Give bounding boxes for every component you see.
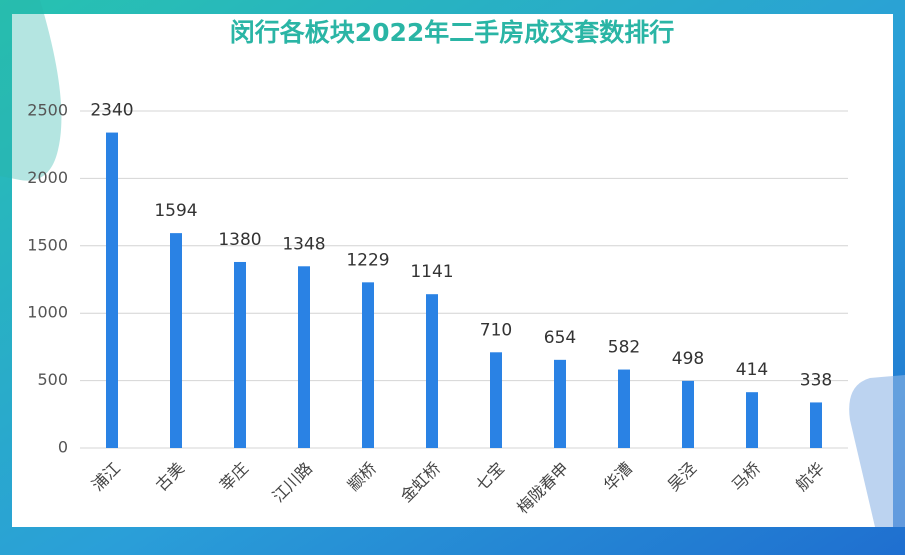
- y-tick-label: 2500: [27, 101, 68, 120]
- decoration: [0, 0, 62, 181]
- decoration: [849, 375, 905, 527]
- bar: [106, 132, 118, 448]
- bar: [554, 359, 566, 448]
- value-label: 1141: [410, 262, 453, 282]
- bar: [362, 282, 374, 448]
- value-label: 414: [736, 360, 768, 380]
- value-label: 2340: [90, 101, 133, 121]
- bar: [234, 261, 246, 448]
- value-label: 582: [608, 338, 640, 358]
- bar: [490, 352, 502, 448]
- value-label: 1594: [154, 201, 197, 221]
- value-label: 1229: [346, 250, 389, 270]
- value-label: 654: [544, 328, 576, 348]
- chart-title: 闵行各板块2022年二手房成交套数排行: [230, 18, 675, 47]
- bar: [682, 380, 694, 448]
- y-tick-label: 0: [58, 438, 68, 457]
- value-label: 1348: [282, 234, 325, 254]
- y-tick-label: 2000: [27, 168, 68, 187]
- value-label: 338: [800, 370, 832, 390]
- bar: [810, 402, 822, 448]
- value-label: 498: [672, 349, 704, 369]
- y-tick-label: 500: [37, 370, 68, 389]
- bar: [618, 369, 630, 448]
- value-label: 1380: [218, 230, 261, 250]
- y-tick-label: 1000: [27, 303, 68, 322]
- value-label: 710: [480, 320, 512, 340]
- bar: [170, 233, 182, 448]
- y-tick-label: 1500: [27, 235, 68, 254]
- bar: [746, 392, 758, 448]
- bar: [298, 266, 310, 448]
- bar: [426, 294, 438, 448]
